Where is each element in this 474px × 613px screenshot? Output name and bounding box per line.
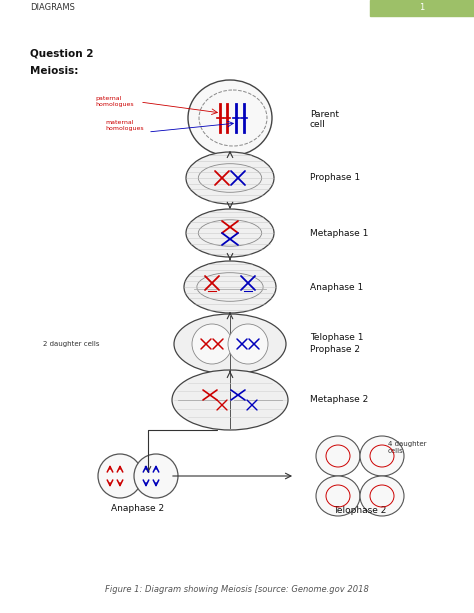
Text: Anaphase 2: Anaphase 2 — [111, 504, 164, 513]
Text: Prophase 1: Prophase 1 — [310, 173, 360, 183]
Ellipse shape — [172, 370, 288, 430]
Ellipse shape — [316, 476, 360, 516]
Ellipse shape — [192, 324, 232, 364]
Ellipse shape — [186, 152, 274, 204]
Text: Telophase 2: Telophase 2 — [333, 506, 387, 515]
Ellipse shape — [98, 454, 142, 498]
Text: Anaphase 1: Anaphase 1 — [310, 283, 363, 292]
Ellipse shape — [134, 454, 178, 498]
Text: DIAGRAMS: DIAGRAMS — [30, 4, 75, 12]
Ellipse shape — [360, 476, 404, 516]
Ellipse shape — [228, 324, 268, 364]
Text: Metaphase 1: Metaphase 1 — [310, 229, 368, 237]
Text: paternal
homologues: paternal homologues — [95, 96, 134, 107]
Ellipse shape — [360, 436, 404, 476]
Ellipse shape — [186, 209, 274, 257]
Text: Parent: Parent — [310, 110, 339, 119]
Text: Prophase 2: Prophase 2 — [310, 346, 360, 354]
Bar — [370, 0, 474, 16]
Text: 4 daughter
cells: 4 daughter cells — [388, 441, 427, 454]
Text: 1: 1 — [419, 4, 425, 12]
Text: Telophase 1: Telophase 1 — [310, 333, 364, 343]
Ellipse shape — [174, 314, 286, 374]
Text: maternal
homologues: maternal homologues — [105, 120, 144, 131]
Ellipse shape — [188, 80, 272, 156]
Ellipse shape — [184, 261, 276, 313]
Text: Question 2: Question 2 — [30, 48, 93, 58]
Text: Meiosis:: Meiosis: — [30, 66, 78, 76]
Ellipse shape — [316, 436, 360, 476]
Text: cell: cell — [310, 120, 326, 129]
Text: Figure 1: Diagram showing Meiosis [source: Genome.gov 2018: Figure 1: Diagram showing Meiosis [sourc… — [105, 585, 369, 595]
Text: Metaphase 2: Metaphase 2 — [310, 395, 368, 405]
Text: 2 daughter cells: 2 daughter cells — [44, 341, 100, 347]
